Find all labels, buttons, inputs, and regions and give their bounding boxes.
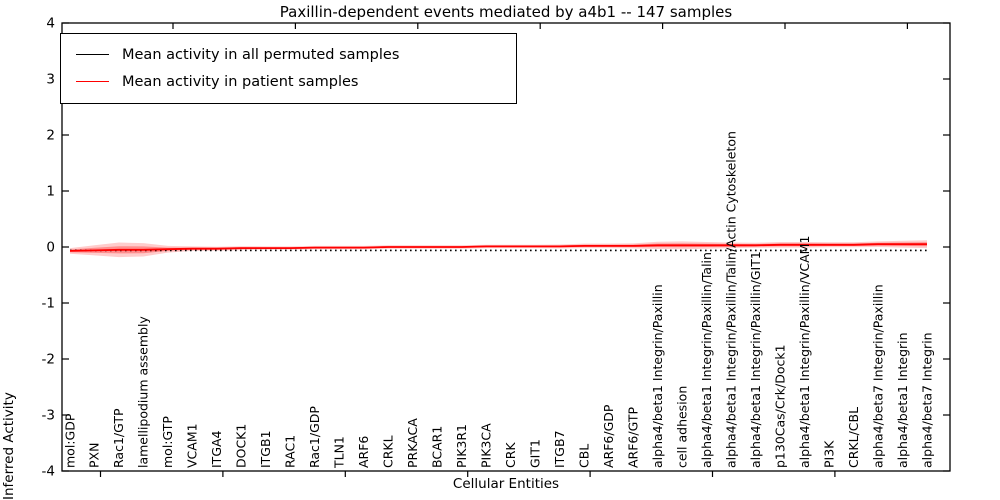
y-tick-label: -4 (42, 464, 55, 480)
x-category-label: alpha4/beta1 Integrin/Paxillin/Talin (699, 252, 714, 468)
patient-line-swatch (76, 81, 109, 82)
y-tick-label: 3 (46, 72, 55, 88)
x-category-label: PI3K (821, 440, 836, 468)
x-category-label: DOCK1 (234, 424, 249, 468)
x-category-label: PXN (87, 443, 102, 468)
x-category-label: mol:GTP (160, 416, 175, 468)
x-category-label: alpha4/beta1 Integrin (895, 332, 910, 468)
x-category-label: CRKL (381, 435, 396, 468)
x-category-label: CRKL/CBL (846, 407, 861, 468)
chart-title: Paxillin-dependent events mediated by a4… (279, 3, 733, 21)
x-category-label: TLN1 (332, 436, 347, 469)
x-category-label: BCAR1 (430, 426, 445, 468)
x-category-label: GIT1 (527, 439, 542, 468)
y-tick-label: -2 (42, 352, 55, 368)
y-tick-label: 1 (46, 184, 55, 200)
x-category-label: ARF6/GDP (601, 404, 616, 468)
y-tick-label: 2 (46, 128, 55, 144)
x-category-label: alpha4/beta7 Integrin (919, 332, 934, 468)
x-category-label: alpha4/beta1 Integrin/Paxillin/GIT1 (748, 251, 763, 468)
legend-label-patient: Mean activity in patient samples (122, 73, 359, 90)
legend: Mean activity in all permuted samples Me… (60, 33, 517, 104)
x-category-label: PRKACA (405, 418, 420, 468)
x-category-label: Rac1/GTP (111, 408, 126, 468)
axes-frame (61, 22, 951, 472)
permuted-line-swatch (76, 54, 109, 55)
legend-item-patient: Mean activity in patient samples (61, 68, 516, 95)
x-category-label: VCAM1 (185, 423, 200, 468)
x-axis-label: Cellular Entities (452, 476, 560, 492)
x-category-label: RAC1 (283, 435, 298, 468)
x-category-label: PIK3CA (479, 423, 494, 468)
x-category-label: ARF6/GTP (625, 407, 640, 468)
x-category-label: Rac1/GDP (307, 406, 322, 468)
x-category-label: alpha4/beta7 Integrin/Paxillin (870, 284, 885, 468)
y-tick-label: -3 (42, 408, 55, 424)
x-category-label: ITGA4 (209, 430, 224, 468)
x-category-label: alpha4/beta1 Integrin/Paxillin/VCAM1 (797, 236, 812, 468)
x-category-label: PIK3R1 (454, 424, 469, 468)
legend-item-permuted: Mean activity in all permuted samples (61, 41, 516, 68)
x-category-label: mol:GDP (62, 413, 77, 468)
x-category-label: CBL (576, 444, 591, 468)
y-tick-label: 4 (46, 16, 55, 32)
y-axis-label: Inferred Activity (1, 392, 17, 500)
x-category-label: cell adhesion (674, 386, 689, 468)
legend-label-permuted: Mean activity in all permuted samples (122, 46, 400, 63)
x-category-label: p130Cas/Crk/Dock1 (772, 344, 787, 468)
x-category-label: lamellipodium assembly (136, 316, 151, 468)
patient-mean-line (69, 243, 927, 252)
y-tick-label: -1 (42, 296, 55, 312)
x-category-label: alpha4/beta1 Integrin/Paxillin/Talin/Act… (723, 131, 738, 468)
x-category-label: ARF6 (356, 436, 371, 468)
x-category-label: ITGB1 (258, 430, 273, 468)
x-category-label: CRK (503, 442, 518, 468)
y-tick-label: 0 (46, 240, 55, 256)
x-category-label: alpha4/beta1 Integrin/Paxillin (650, 284, 665, 468)
x-category-label: ITGB7 (552, 430, 567, 468)
